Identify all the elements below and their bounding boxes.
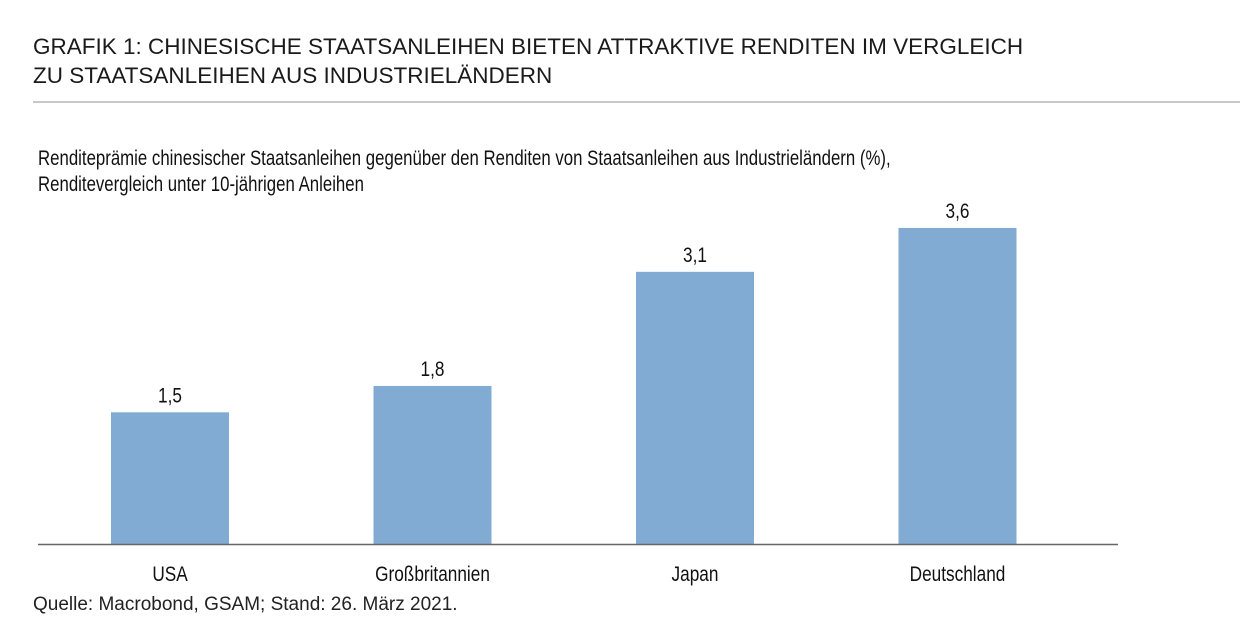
category-label: Japan [672, 564, 719, 587]
category-label: Deutschland [910, 564, 1006, 587]
category-label: Großbritannien [375, 564, 490, 587]
data-label: 3,6 [946, 200, 970, 223]
bar [898, 227, 1017, 545]
chart-subtitle: Renditeprämie chinesischer Staatsanleihe… [38, 146, 891, 198]
chart-title: GRAFIK 1: CHINESISCHE STAATSANLEIHEN BIE… [33, 32, 1233, 90]
bar [111, 412, 229, 544]
data-label: 3,1 [683, 244, 707, 267]
title-line-2: ZU STAATSANLEIHEN AUS INDUSTRIELÄNDERN [33, 63, 553, 88]
title-line-1: GRAFIK 1: CHINESISCHE STAATSANLEIHEN BIE… [33, 34, 1024, 59]
subtitle-line-1: Renditeprämie chinesischer Staatsanleihe… [38, 147, 891, 170]
subtitle-line-2: Renditevergleich unter 10-jährigen Anlei… [38, 173, 364, 196]
source-note: Quelle: Macrobond, GSAM; Stand: 26. März… [33, 594, 458, 615]
bar [373, 385, 492, 544]
bar [636, 271, 754, 544]
data-label: 1,5 [158, 385, 182, 408]
title-divider [33, 101, 1240, 103]
category-label: USA [152, 564, 188, 587]
data-label: 1,8 [421, 358, 445, 381]
